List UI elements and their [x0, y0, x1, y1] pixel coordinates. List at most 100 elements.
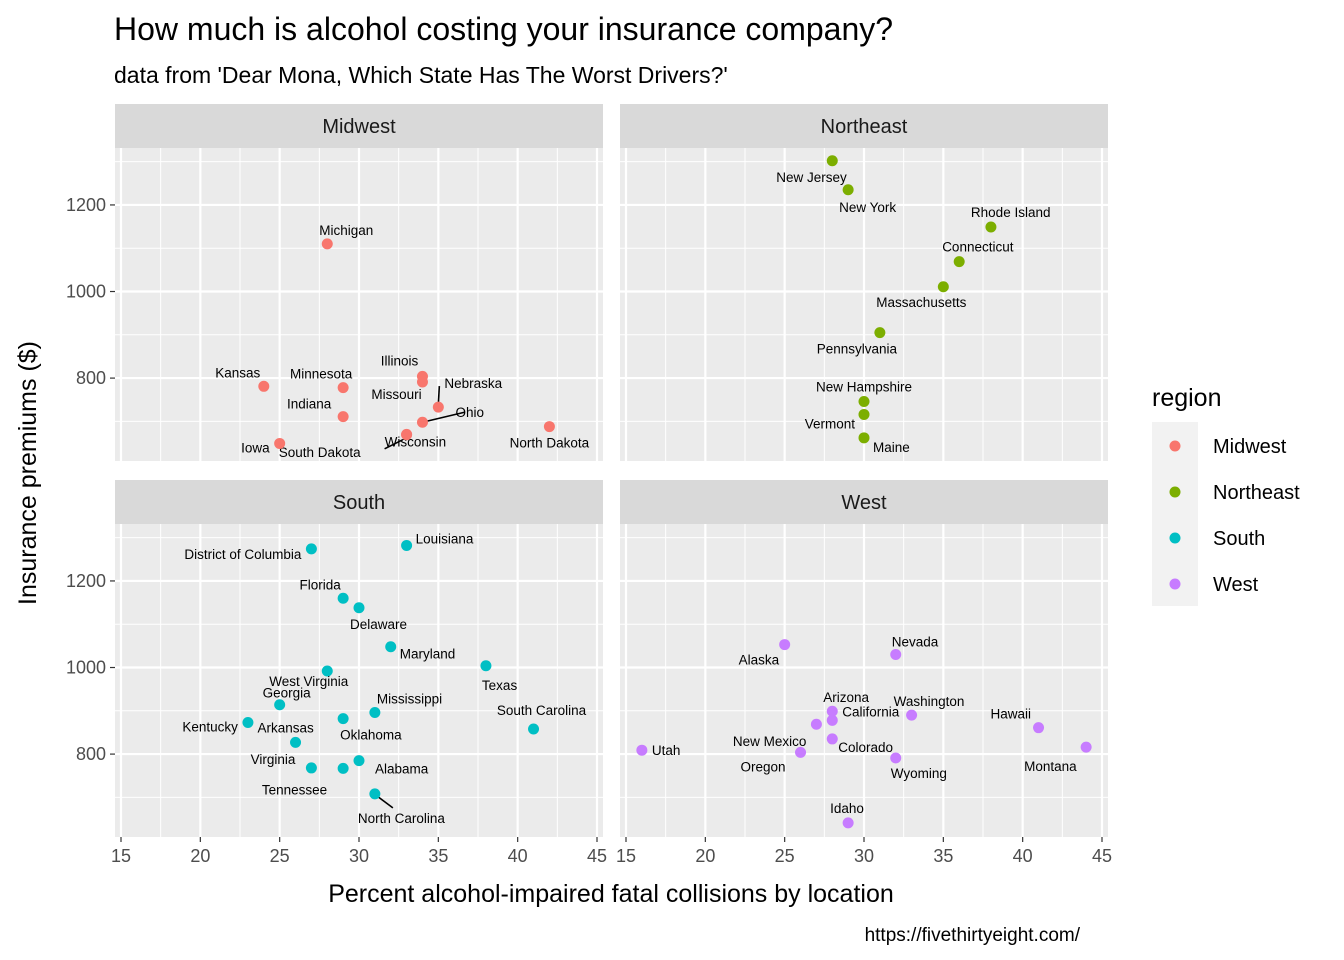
point-label-south-carolina: South Carolina — [497, 703, 587, 718]
data-point-new-mexico — [810, 718, 822, 730]
legend-label-south: South — [1213, 528, 1265, 550]
x-tick-label: 40 — [508, 846, 528, 866]
data-point-mississippi — [369, 707, 381, 719]
data-point-new-jersey — [826, 155, 838, 167]
point-label-utah: Utah — [652, 743, 681, 758]
point-label-alabama: Alabama — [375, 762, 429, 777]
data-point-hawaii — [1033, 722, 1045, 734]
facet-midwest: Midwest 800 1000 1200 Michigan Kansas Minnesot… — [66, 104, 603, 461]
data-point-oregon — [795, 746, 807, 758]
label-leader-nebraska — [437, 386, 441, 405]
point-label-louisiana: Louisiana — [416, 531, 474, 546]
data-point-missouri — [416, 376, 428, 388]
x-tick-label: 45 — [1092, 846, 1112, 866]
data-point-west-virginia — [321, 665, 333, 677]
point-label-connecticut: Connecticut — [942, 240, 1014, 255]
point-label-washington: Washington — [894, 694, 965, 709]
legend-key-background — [1152, 422, 1198, 606]
data-point-ohio — [416, 416, 428, 428]
data-point-arizona — [826, 705, 838, 717]
point-label-mississippi: Mississippi — [377, 692, 442, 707]
data-point-district-of-columbia — [305, 543, 317, 555]
point-label-tennessee: Tennessee — [262, 782, 327, 797]
point-label-maryland: Maryland — [400, 647, 456, 662]
point-label-new-hampshire: New Hampshire — [816, 379, 912, 394]
data-point-rhode-island — [985, 221, 997, 233]
data-point-maryland — [385, 641, 397, 653]
data-point-texas — [480, 660, 492, 672]
point-label-oklahoma: Oklahoma — [340, 728, 402, 743]
point-label-new-york: New York — [839, 200, 896, 215]
data-point-indiana — [337, 411, 349, 423]
facet-south: South 800 1000 1200 15 20 25 30 35 40 45 District o… — [66, 480, 607, 866]
legend-key-northeast — [1169, 486, 1181, 498]
data-point-arkansas — [290, 736, 302, 748]
data-point-oklahoma — [337, 713, 349, 725]
facet-strip-northeast — [620, 104, 1108, 148]
point-label-maine: Maine — [873, 440, 910, 455]
x-tick-label: 35 — [933, 846, 953, 866]
facet-strip-label-northeast: Northeast — [821, 116, 908, 138]
point-label-vermont: Vermont — [805, 416, 856, 431]
x-tick-label: 30 — [854, 846, 874, 866]
data-point-virginia — [305, 762, 317, 774]
data-point-louisiana — [401, 539, 413, 551]
data-point-minnesota — [337, 382, 349, 394]
point-label-district-of-columbia: District of Columbia — [184, 547, 302, 562]
point-label-texas: Texas — [482, 678, 518, 693]
label-leader-north-carolina — [376, 795, 394, 809]
point-label-idaho: Idaho — [830, 801, 864, 816]
point-label-missouri: Missouri — [371, 387, 421, 402]
label-leader-ohio — [422, 411, 465, 424]
data-point-vermont — [858, 408, 870, 420]
x-tick-label: 35 — [428, 846, 448, 866]
y-axis-title: Insurance premiums ($) — [14, 341, 42, 605]
y-tick-label: 1000 — [66, 658, 106, 678]
legend-key-south — [1169, 532, 1181, 544]
data-point-california — [826, 714, 838, 726]
data-point-colorado — [826, 733, 838, 745]
point-label-north-dakota: North Dakota — [510, 436, 590, 451]
legend-label-west: West — [1213, 574, 1259, 596]
point-label-wyoming: Wyoming — [891, 766, 947, 781]
data-point-florida — [337, 592, 349, 604]
y-tick-label: 800 — [76, 744, 106, 764]
legend-label-midwest: Midwest — [1213, 436, 1287, 458]
data-point-nebraska — [432, 401, 444, 413]
point-label-south-dakota: South Dakota — [279, 445, 361, 460]
point-label-kentucky: Kentucky — [182, 719, 238, 734]
x-tick-label: 15 — [616, 846, 636, 866]
facet-strip-south — [115, 480, 603, 524]
data-point-north-dakota — [543, 421, 555, 433]
chart-title: How much is alcohol costing your insuran… — [114, 11, 893, 47]
data-point-nevada — [890, 649, 902, 661]
point-label-pennsylvania: Pennsylvania — [817, 342, 898, 357]
point-label-california: California — [842, 704, 900, 719]
data-point-kentucky — [242, 716, 254, 728]
point-label-colorado: Colorado — [838, 740, 893, 755]
data-point-new-hampshire — [858, 395, 870, 407]
data-point-wyoming — [890, 752, 902, 764]
facet-strip-midwest — [115, 104, 603, 148]
point-label-north-carolina: North Carolina — [358, 811, 446, 826]
facet-strip-label-west: West — [841, 492, 887, 514]
point-label-kansas: Kansas — [215, 365, 260, 380]
point-label-new-mexico: New Mexico — [733, 734, 807, 749]
point-label-michigan: Michigan — [319, 223, 373, 238]
point-label-alaska: Alaska — [739, 653, 780, 668]
x-tick-label: 20 — [695, 846, 715, 866]
data-point-utah — [636, 744, 648, 756]
label-leader-south-dakota — [384, 439, 403, 450]
y-tick-label: 800 — [76, 368, 106, 388]
x-tick-label: 45 — [587, 846, 607, 866]
data-point-washington — [906, 709, 918, 721]
legend-items: Midwest Northeast South West — [1152, 422, 1300, 606]
x-axis-title: Percent alcohol-impaired fatal collision… — [328, 880, 894, 908]
data-point-maine — [858, 432, 870, 444]
data-point-georgia — [274, 699, 286, 711]
point-label-oregon: Oregon — [741, 759, 786, 774]
facet-strip-west — [620, 480, 1108, 524]
legend-key-west — [1169, 578, 1181, 590]
point-label-indiana: Indiana — [287, 397, 332, 412]
